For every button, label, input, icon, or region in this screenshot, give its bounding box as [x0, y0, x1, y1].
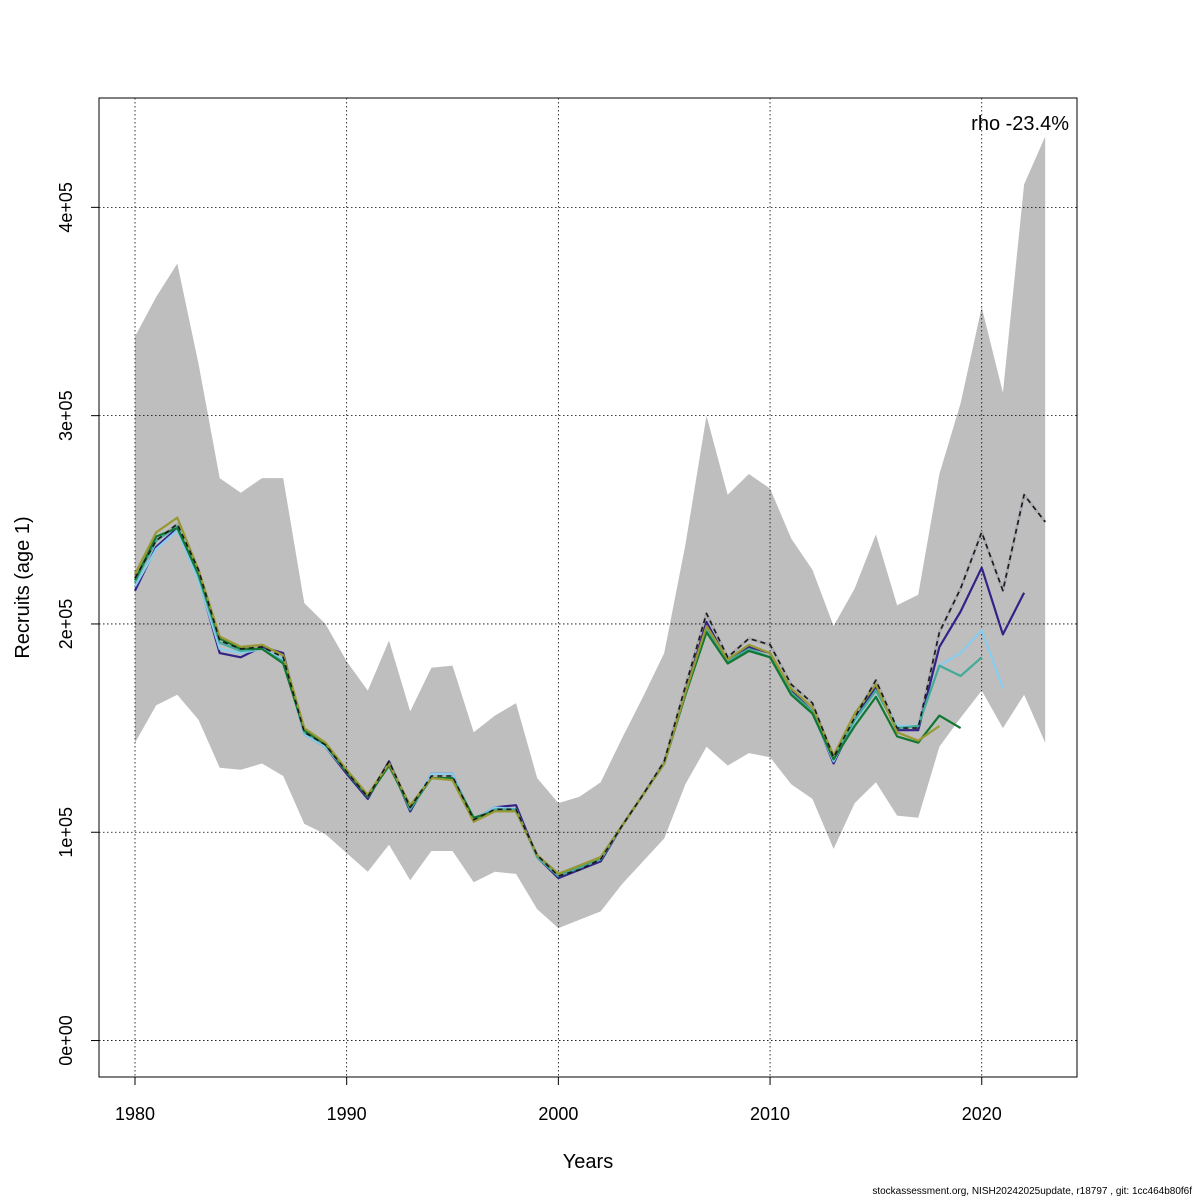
confidence-band-layer — [135, 136, 1046, 929]
y-tick-label: 1e+05 — [56, 807, 76, 858]
footer-credit: stockassessment.org, NISH20242025update,… — [872, 1186, 1192, 1197]
x-tick-label: 1980 — [115, 1104, 155, 1124]
x-tick-label: 1990 — [327, 1104, 367, 1124]
series-line-6 — [134, 516, 941, 876]
x-axis: 1980 1990 2000 2010 2020 — [115, 1076, 1002, 1124]
rho-annotation: rho -23.4% — [971, 113, 1069, 135]
y-axis-title: Recruits (age 1) — [12, 516, 34, 658]
y-tick-label: 0e+00 — [56, 1015, 76, 1066]
y-tick-label: 4e+05 — [56, 182, 76, 233]
confidence-band — [135, 136, 1046, 929]
series-line-4 — [134, 524, 983, 878]
y-tick-label: 3e+05 — [56, 390, 76, 441]
y-axis: 0e+00 1e+05 2e+05 3e+05 4e+05 — [56, 182, 100, 1066]
x-axis-title: Years — [563, 1151, 613, 1173]
grid-layer — [99, 98, 1077, 1077]
y-tick-label: 2e+05 — [56, 599, 76, 650]
x-tick-label: 2010 — [750, 1104, 790, 1124]
series-layer — [134, 493, 1047, 880]
x-tick-label: 2000 — [538, 1104, 578, 1124]
series-line-7 — [134, 493, 1046, 877]
x-tick-label: 2020 — [962, 1104, 1002, 1124]
